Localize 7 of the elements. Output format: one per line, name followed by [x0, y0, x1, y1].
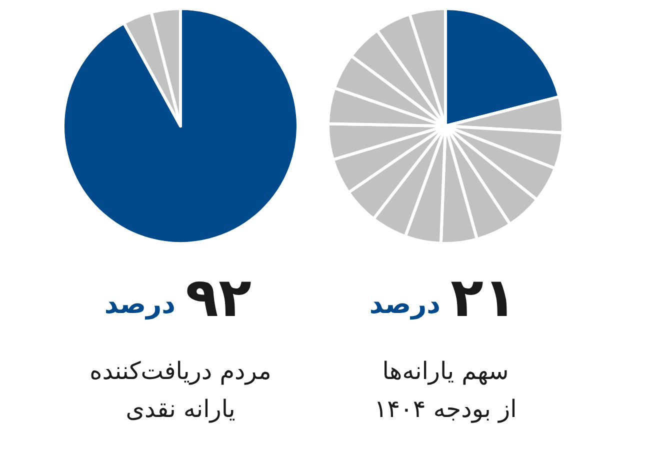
text: درصد — [368, 289, 440, 320]
text: سهم یارانه‌ها از بودجه ۱۴۰۴ — [374, 357, 516, 423]
text: مردم دریافت‌کننده یارانه نقدی — [89, 357, 271, 423]
pie-slice — [61, 7, 299, 245]
text: درصد — [104, 289, 175, 320]
text: ۹۲ — [185, 266, 251, 329]
text: ۲۱ — [450, 266, 516, 329]
